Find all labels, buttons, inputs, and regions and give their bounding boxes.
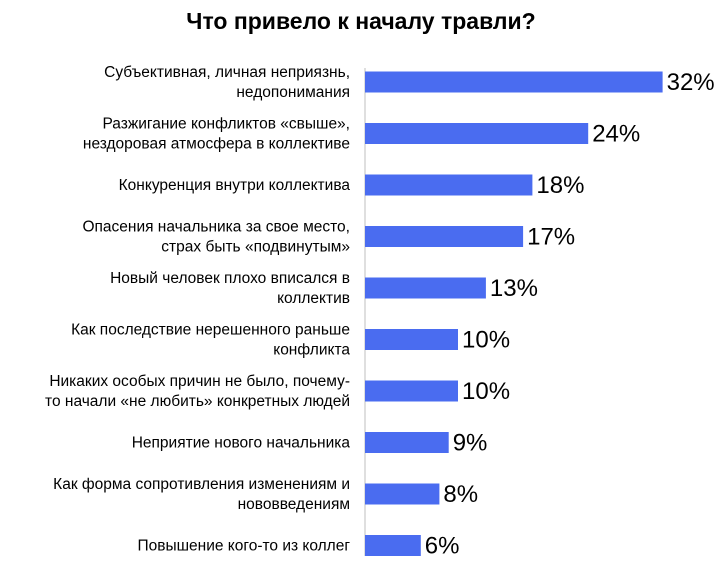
category-label-0: Субъективная, личная неприязнь, недопоним… — [104, 64, 350, 101]
category-label-9-line-0: Повышение кого-то из коллег — [137, 538, 350, 555]
category-label-0-line-1: недопонимания — [236, 84, 350, 101]
category-label-0-line-0: Субъективная, личная неприязнь, — [104, 64, 350, 81]
bar-9 — [365, 535, 421, 556]
value-label-9: 6% — [425, 533, 460, 560]
value-label-4: 13% — [490, 275, 538, 302]
category-label-6-line-1: то начали «не любить» конкретных людей — [45, 393, 350, 410]
category-label-2: Конкуренция внутри коллектива — [119, 177, 351, 194]
value-label-3: 17% — [527, 224, 575, 251]
value-label-7: 9% — [453, 430, 488, 457]
category-label-1-line-1: нездоровая атмосфера в коллективе — [83, 136, 350, 153]
category-label-8-line-0: Как форма сопротивления изменениям и — [53, 476, 350, 493]
category-label-1: Разжигание конфликтов «свыше», нездоровая… — [83, 116, 350, 153]
bar-5 — [365, 329, 458, 350]
bar-4 — [365, 277, 486, 299]
category-label-7: Неприятие нового начальника — [132, 435, 351, 452]
bar-8 — [365, 483, 440, 505]
bar-2 — [365, 174, 533, 196]
chart-title: Что привело к началу травли? — [186, 8, 536, 34]
value-label-0: 32% — [667, 69, 715, 96]
category-label-5-line-0: Как последствие нерешенного раньше — [71, 322, 350, 339]
bar-7 — [365, 432, 449, 453]
category-label-2-line-0: Конкуренция внутри коллектива — [119, 177, 351, 194]
category-label-4-line-0: Новый человек плохо вписался в — [110, 270, 350, 287]
category-label-3-line-1: страх быть «подвинутым» — [161, 239, 350, 256]
category-label-5: Как последствие нерешенного раньше конфли… — [71, 322, 350, 359]
category-label-7-line-0: Неприятие нового начальника — [132, 435, 351, 452]
bar-1 — [365, 123, 589, 144]
value-label-5: 10% — [462, 327, 510, 354]
value-label-1: 24% — [592, 121, 640, 148]
bar-3 — [365, 226, 524, 247]
value-label-8: 8% — [443, 481, 478, 508]
category-label-8-line-1: нововведениям — [238, 496, 350, 513]
category-label-6-line-0: Никаких особых причин не было, почему- — [49, 373, 350, 390]
category-label-3-line-0: Опасения начальника за свое место, — [82, 219, 350, 236]
category-label-1-line-0: Разжигание конфликтов «свыше», — [102, 116, 350, 133]
bar-6 — [365, 380, 458, 402]
bar-0 — [365, 71, 663, 93]
value-label-2: 18% — [536, 172, 584, 199]
category-label-6: Никаких особых причин не было, почему-то… — [45, 373, 350, 410]
category-label-3: Опасения начальника за свое место, страх … — [82, 219, 350, 256]
value-label-6: 10% — [462, 378, 510, 405]
category-label-9: Повышение кого-то из коллег — [137, 538, 350, 555]
category-label-5-line-1: конфликта — [273, 342, 350, 359]
category-label-8: Как форма сопротивления изменениям и ново… — [53, 476, 350, 513]
category-label-4: Новый человек плохо вписался в коллектив — [110, 270, 350, 307]
category-label-4-line-1: коллектив — [277, 290, 350, 307]
